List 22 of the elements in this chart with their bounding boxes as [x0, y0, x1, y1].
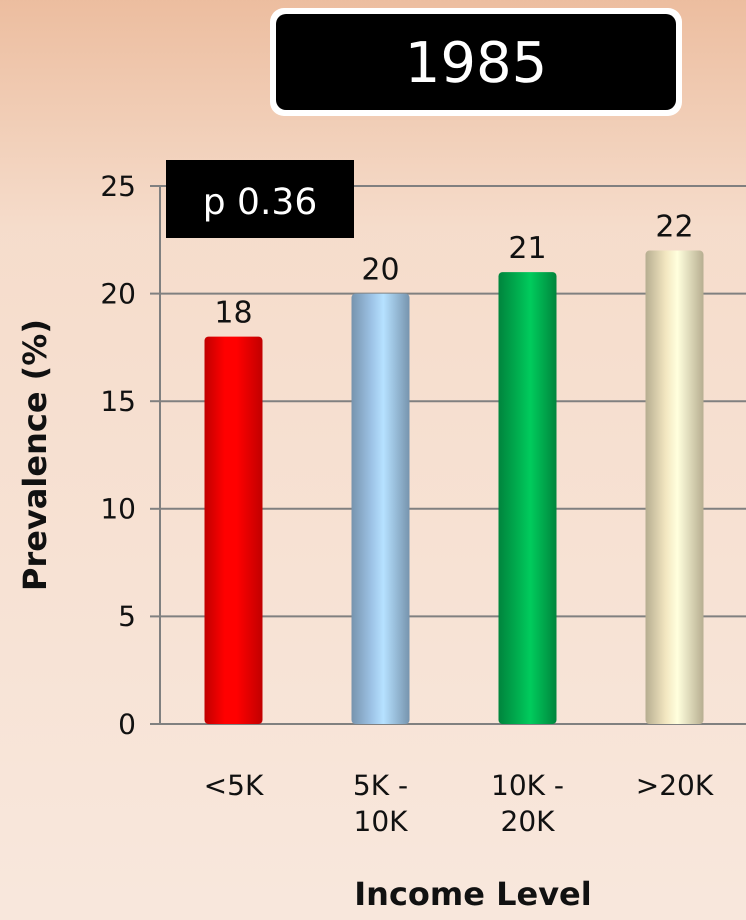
y-tick-label: 0: [118, 708, 136, 741]
x-tick-label: >20K: [636, 769, 714, 802]
chart-title: 1985: [404, 31, 548, 96]
y-tick-label: 20: [100, 277, 136, 310]
data-label: 22: [655, 210, 694, 245]
x-axis-title: Income Level: [354, 875, 592, 913]
bar: [646, 250, 704, 724]
data-label: 21: [508, 231, 547, 266]
y-tick-label: 10: [100, 492, 136, 526]
x-tick-label: <5K: [204, 769, 264, 802]
y-tick-label: 15: [100, 385, 136, 418]
y-axis-title: Prevalence (%): [16, 319, 54, 591]
bar: [204, 336, 262, 724]
y-tick-label: 5: [118, 600, 136, 634]
bar: [498, 272, 556, 724]
data-label: 18: [214, 296, 253, 331]
y-tick-label: 25: [100, 170, 136, 203]
data-label: 20: [361, 252, 400, 288]
annotation: p 0.36: [202, 182, 318, 223]
x-tick-label: 10K - 20K: [491, 769, 564, 838]
x-tick-label: 5K - 10K: [352, 769, 408, 838]
bar: [352, 294, 410, 724]
